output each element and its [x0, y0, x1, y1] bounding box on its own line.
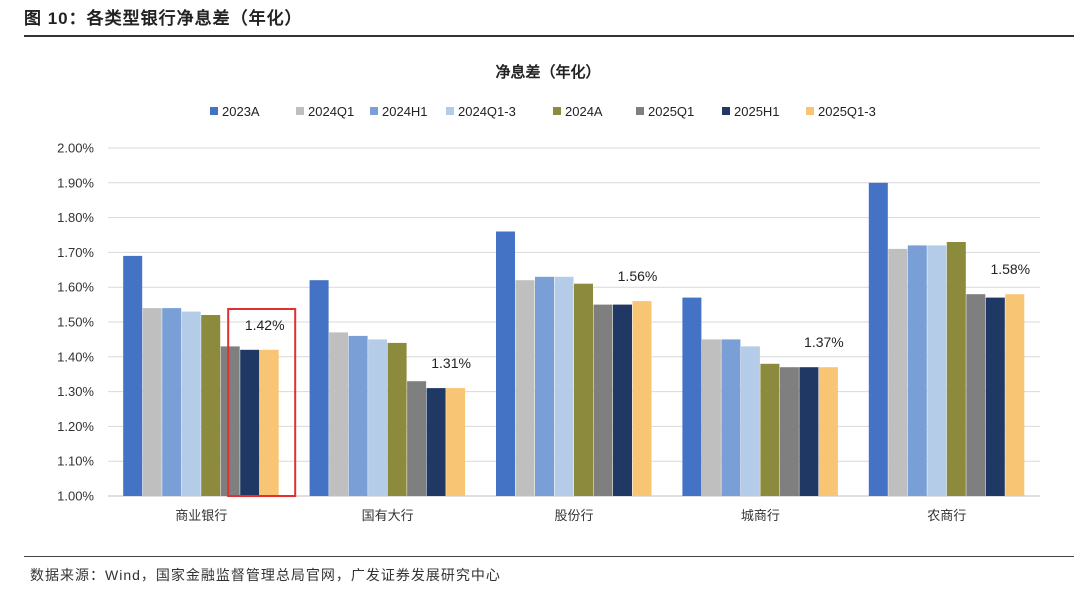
highlight-rect: [227, 308, 297, 497]
highlight-box: [227, 308, 297, 497]
top-divider: [24, 35, 1074, 37]
data-label: 1.56%: [618, 268, 658, 284]
bar: [329, 332, 349, 496]
bar: [574, 283, 593, 496]
bar: [496, 231, 515, 496]
category-label: 股份行: [554, 508, 593, 523]
y-tick-label: 2.00%: [57, 141, 94, 156]
category-label: 国有大行: [362, 508, 414, 523]
y-tick-label: 1.50%: [57, 315, 94, 330]
chart-title: 净息差（年化）: [495, 63, 600, 81]
bar: [259, 349, 279, 496]
bar: [162, 308, 182, 496]
legend-swatch: [722, 107, 730, 115]
category-label: 农商行: [927, 508, 966, 523]
bar: [632, 301, 652, 496]
y-tick-label: 1.40%: [57, 349, 94, 364]
data-label: 1.31%: [431, 355, 471, 371]
bottom-divider: [24, 556, 1074, 557]
bar: [760, 363, 780, 496]
legend-swatch: [210, 107, 218, 115]
x-axis: 商业银行 国有大行 股份行 城商行 农商行: [175, 508, 966, 523]
bar: [123, 255, 143, 496]
figure-title: 图 10：各类型银行净息差（年化）: [24, 9, 303, 28]
legend-label: 2024Q1: [308, 104, 354, 119]
bar: [593, 304, 613, 496]
y-tick-label: 1.80%: [57, 210, 94, 225]
legend-label: 2023A: [222, 104, 260, 119]
legend-label: 2024Q1-3: [458, 104, 516, 119]
legend-label: 2025Q1: [648, 104, 694, 119]
legend-swatch: [806, 107, 814, 115]
y-tick-label: 1.10%: [57, 454, 94, 469]
bar: [309, 280, 329, 496]
bar: [240, 349, 260, 496]
bar: [220, 346, 240, 496]
y-tick-label: 1.30%: [57, 384, 94, 399]
bar: [446, 388, 466, 496]
y-tick-label: 1.00%: [57, 489, 94, 504]
legend: 2023A 2024Q1 2024H1 2024Q1-3 2024A 2025Q1 2025…: [210, 104, 876, 119]
data-label: 1.37%: [804, 334, 844, 350]
bar: [818, 367, 838, 496]
y-tick-label: 1.70%: [57, 245, 94, 260]
legend-swatch: [636, 107, 644, 115]
y-tick-label: 1.90%: [57, 175, 94, 190]
bar: [779, 367, 799, 496]
bar: [1005, 294, 1025, 496]
bar: [613, 304, 632, 496]
bar: [535, 276, 554, 496]
bar: [721, 339, 741, 496]
bar: [682, 297, 702, 496]
bar: [348, 335, 368, 496]
bar: [515, 280, 535, 496]
bar: [701, 339, 721, 496]
category-label: 商业银行: [175, 508, 227, 523]
data-label: 1.58%: [990, 261, 1030, 277]
bar: [368, 339, 388, 496]
legend-swatch: [296, 107, 304, 115]
legend-label: 2025Q1-3: [818, 104, 876, 119]
bar: [387, 342, 407, 496]
category-label: 城商行: [741, 508, 780, 523]
bar: [181, 311, 201, 496]
bar: [142, 308, 162, 496]
bar: [985, 297, 1005, 496]
bar: [888, 248, 908, 496]
legend-swatch: [370, 107, 378, 115]
legend-swatch: [446, 107, 454, 115]
data-labels: 1.42% 1.31% 1.56% 1.37% 1.58%: [245, 261, 1030, 371]
source-note: 数据来源：Wind，国家金融监督管理总局官网，广发证券发展研究中心: [30, 567, 501, 583]
bar: [426, 388, 446, 496]
bar: [946, 242, 966, 496]
bars: [123, 182, 1025, 497]
data-label: 1.42%: [245, 317, 285, 333]
legend-swatch: [553, 107, 561, 115]
y-tick-label: 1.60%: [57, 280, 94, 295]
bar: [868, 182, 888, 497]
bar: [799, 367, 819, 496]
bar: [554, 276, 574, 496]
bar: [201, 315, 221, 496]
bar: [740, 346, 760, 496]
y-axis: 1.00% 1.10% 1.20% 1.30% 1.40% 1.50% 1.60% 1.70%…: [57, 141, 94, 504]
legend-label: 2024H1: [382, 104, 428, 119]
bar: [927, 245, 947, 496]
bar: [966, 294, 986, 496]
legend-label: 2025H1: [734, 104, 780, 119]
y-tick-label: 1.20%: [57, 419, 94, 434]
bar: [407, 381, 427, 496]
bar: [907, 245, 927, 496]
legend-label: 2024A: [565, 104, 603, 119]
